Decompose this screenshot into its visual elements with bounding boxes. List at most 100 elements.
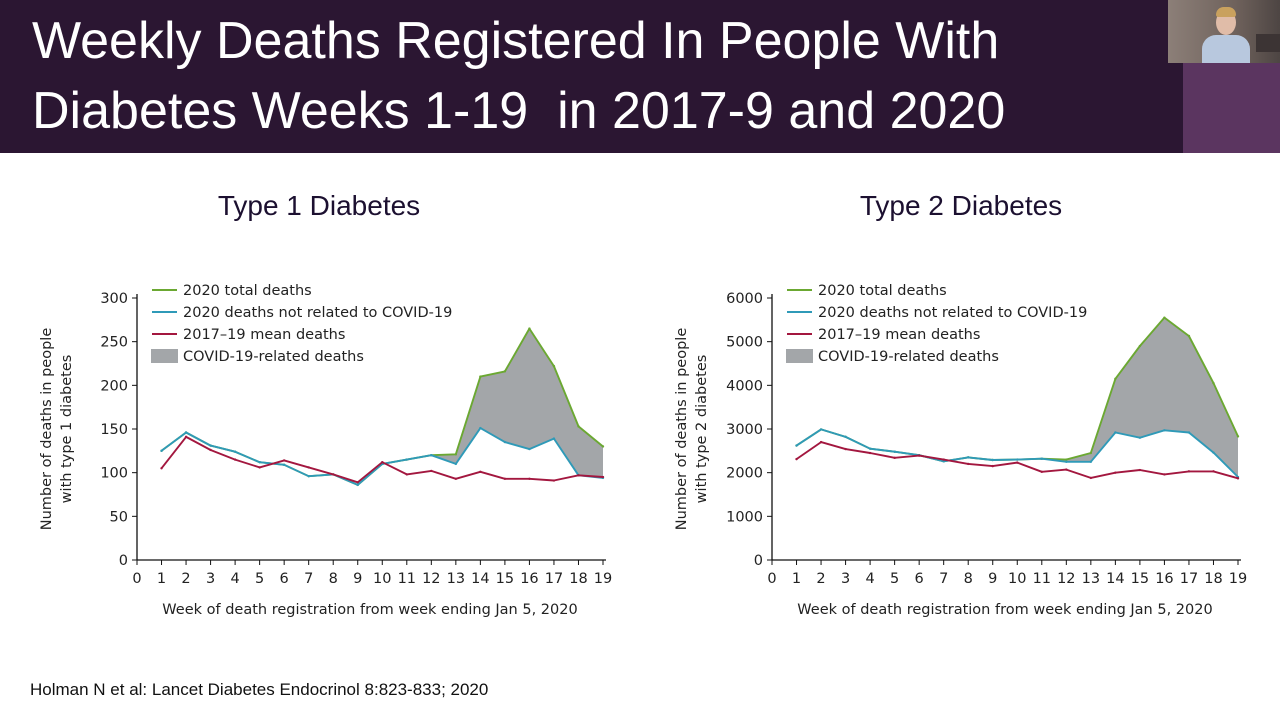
x-tick-label: 16 [520,571,538,587]
x-tick-label: 3 [206,571,215,587]
data-point-not-covid [209,444,212,447]
data-point-mean [258,466,261,469]
legend-swatch-covid [151,349,178,363]
data-point-mean [332,473,335,476]
data-point-mean [795,457,798,461]
data-point-not-covid [1089,460,1093,463]
data-point-mean [430,469,433,473]
data-point-mean [503,477,507,480]
x-tick-label: 13 [447,571,465,587]
data-point-total [454,453,458,456]
x-tick-label: 0 [767,571,776,587]
y-axis-label-line-1: Number of deaths in people [39,328,55,531]
data-point-mean [282,459,286,462]
data-point-mean [1138,468,1142,472]
legend-entry: 2020 deaths not related to COVID-19 [183,305,452,321]
x-tick-label: 15 [1131,571,1149,587]
data-point-not-covid [967,456,970,459]
data-point-total [1212,381,1215,385]
data-point-not-covid [552,437,556,440]
data-point-mean [160,467,163,470]
data-point-not-covid [1114,431,1117,434]
data-point-total [601,445,605,448]
data-point-not-covid [1138,436,1142,439]
x-tick-label: 8 [964,571,973,587]
data-point-mean [1163,473,1166,476]
y-tick-label: 150 [100,422,128,438]
x-tick-label: 18 [1204,571,1222,587]
y-tick-label: 0 [754,553,763,569]
data-point-not-covid [991,458,994,462]
data-point-not-covid [233,450,237,453]
data-point-mean [1114,471,1117,474]
data-point-mean [844,447,847,451]
x-tick-label: 1 [792,571,801,587]
data-point-mean [1040,470,1043,473]
data-point-mean [819,440,823,444]
data-point-total [1089,451,1093,455]
data-point-not-covid [528,447,531,451]
x-tick-label: 9 [353,571,362,587]
x-tick-label: 1 [157,571,166,587]
data-point-not-covid [160,449,163,453]
data-point-mean [1236,477,1240,480]
data-point-not-covid [282,463,286,467]
data-point-total [1163,316,1166,319]
legend-entry: 2020 total deaths [183,283,312,299]
data-point-not-covid [184,431,188,434]
data-point-mean [552,479,556,482]
data-point-mean [528,477,531,480]
x-tick-label: 4 [865,571,874,587]
data-point-not-covid [1212,451,1215,454]
data-point-mean [967,462,970,466]
x-tick-label: 16 [1155,571,1173,587]
data-point-mean [356,481,359,484]
y-axis-label: Number of deaths in people with type 1 di… [39,328,75,531]
legend-swatch-covid [786,349,813,363]
y-tick-label: 0 [119,553,128,569]
data-point-not-covid [1040,457,1043,460]
data-point-mean [233,458,237,461]
y-axis-label-line-1: Number of deaths in people [674,328,690,531]
legend: 2020 total deaths 2020 deaths not related… [151,283,452,365]
data-point-not-covid [1016,458,1019,461]
data-point-total [577,425,580,428]
citation: Holman N et al: Lancet Diabetes Endocrin… [30,680,489,699]
x-tick-label: 3 [841,571,850,587]
data-point-mean [184,435,188,439]
x-tick-label: 14 [471,571,489,587]
data-point-total [479,375,482,378]
y-tick-label: 50 [110,509,128,525]
data-point-total [1114,377,1117,380]
data-point-not-covid [844,435,847,439]
data-point-mean [405,473,408,476]
x-tick-label: 0 [132,571,141,587]
data-point-mean [381,460,384,464]
y-axis-label: Number of deaths in people with type 2 di… [674,328,710,531]
data-point-total [552,364,556,368]
data-point-total [1065,458,1068,461]
x-tick-label: 10 [373,571,391,587]
data-point-mean [868,451,872,455]
covid-related-area [796,317,1238,477]
data-point-mean [917,454,921,457]
y-tick-label: 5000 [726,335,763,351]
data-point-not-covid [356,483,359,487]
data-point-mean [893,456,896,460]
data-point-not-covid [430,454,433,457]
data-point-total [1138,344,1142,348]
y-tick-label: 3000 [726,422,763,438]
x-tick-label: 13 [1082,571,1100,587]
chart-2-title: Type 2 Diabetes [859,190,1063,221]
data-point-not-covid [258,460,261,464]
y-tick-label: 100 [100,466,128,482]
x-tick-label: 19 [594,571,612,587]
data-point-not-covid [503,440,507,444]
data-point-mean [454,477,458,480]
x-tick-label: 17 [1180,571,1198,587]
x-tick-label: 2 [181,571,190,587]
data-point-not-covid [795,444,798,447]
legend-entry: 2017–19 mean deaths [183,327,345,343]
x-tick-label: 5 [255,571,264,587]
